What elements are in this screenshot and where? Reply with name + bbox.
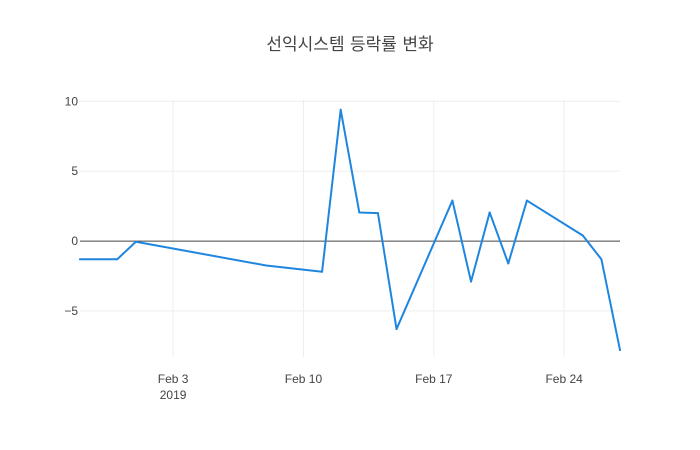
- data-point: [321, 270, 324, 273]
- axis-layer: Feb 3 2019 Feb 10 Feb 17 Feb 24 10 5 0 −5: [64, 94, 583, 402]
- data-point: [600, 258, 603, 261]
- data-point: [451, 199, 454, 202]
- x-tick-sublabel: 2019: [160, 388, 187, 402]
- y-tick-label: −5: [64, 304, 78, 318]
- y-tick-label: 0: [71, 234, 78, 248]
- x-tick-label: Feb 24: [545, 372, 583, 386]
- data-point: [79, 258, 81, 261]
- data-point: [525, 199, 528, 202]
- data-point: [339, 108, 342, 111]
- x-tick-label: Feb 17: [415, 372, 453, 386]
- x-tick-label: Feb 3: [158, 372, 189, 386]
- data-point: [376, 212, 379, 215]
- data-point: [116, 258, 119, 261]
- y-tick-label: 5: [71, 164, 78, 178]
- data-point: [488, 211, 491, 214]
- data-point: [395, 328, 398, 331]
- data-point: [358, 211, 361, 214]
- y-tick-label: 10: [65, 94, 79, 108]
- series-line: [79, 108, 621, 352]
- data-point: [619, 349, 621, 352]
- data-point: [507, 262, 510, 265]
- data-point: [134, 240, 137, 243]
- series-layer: [79, 108, 621, 352]
- chart-title: 선익시스템 등락률 변화: [266, 35, 434, 55]
- x-tick-label: Feb 10: [285, 372, 323, 386]
- data-point: [265, 264, 268, 267]
- data-point: [581, 234, 584, 237]
- grid-layer: [80, 100, 620, 357]
- data-point: [470, 280, 473, 283]
